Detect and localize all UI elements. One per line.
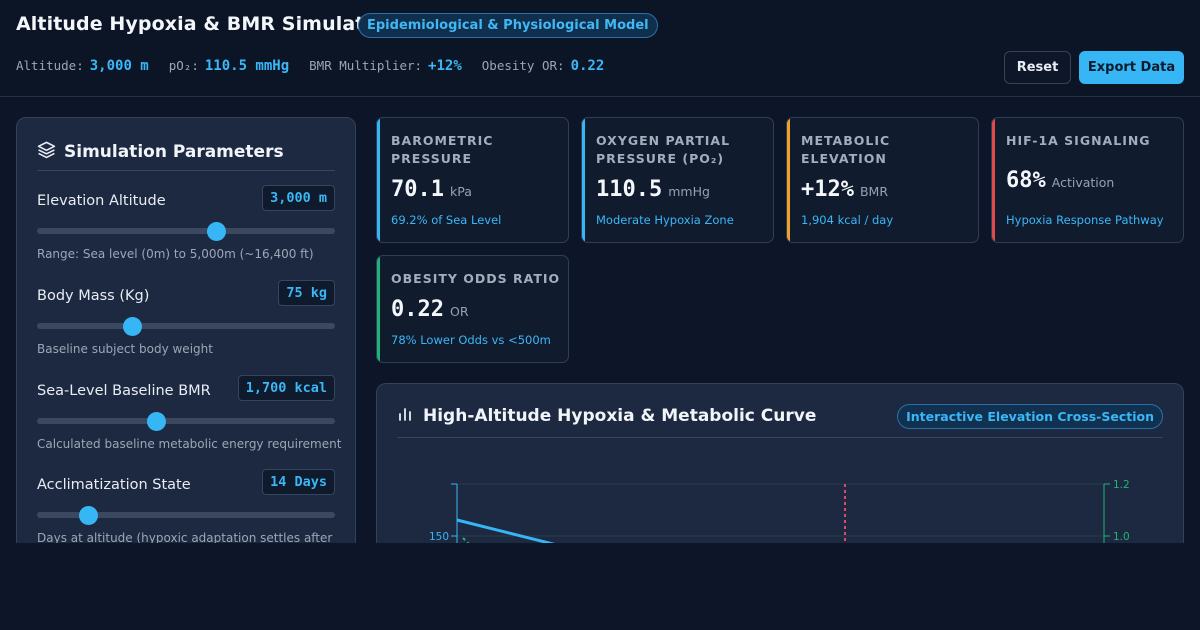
- param-hint: Baseline subject body weight: [37, 342, 213, 356]
- stat-value: 0.22: [570, 58, 605, 74]
- elevation-slider-thumb[interactable]: [206, 222, 226, 241]
- card-subtext: 78% Lower Odds vs <500m: [391, 333, 551, 347]
- stat-bmr-multiplier: BMR Multiplier: +12%: [309, 58, 462, 74]
- param-hint: Days at altitude (hypoxic adaptation set…: [37, 531, 333, 543]
- card-number: 68%: [1006, 168, 1046, 193]
- param-value: 75 kg: [278, 280, 335, 306]
- card-accent: [992, 118, 995, 242]
- card-value: +12% BMR: [801, 177, 888, 202]
- stat-altitude: Altitude: 3,000 m: [16, 58, 149, 74]
- bar-chart-icon: [397, 406, 413, 426]
- body-mass-slider-track[interactable]: [37, 323, 335, 329]
- param-value: 3,000 m: [262, 185, 335, 211]
- stat-obesity-or: Obesity OR: 0.22: [482, 58, 605, 74]
- card-accent: [377, 118, 380, 242]
- card-accent: [787, 118, 790, 242]
- card-obesity-odds-ratio: OBESITY ODDS RATIO 0.22 OR 78% Lower Odd…: [376, 255, 569, 363]
- card-metabolic-elevation: METABOLIC ELEVATION +12% BMR 1,904 kcal …: [786, 117, 979, 243]
- divider: [37, 170, 335, 171]
- card-accent: [377, 256, 380, 362]
- stat-label: Altitude:: [16, 58, 84, 73]
- card-value: 70.1 kPa: [391, 177, 472, 202]
- obesity-or-series-line: [462, 537, 470, 543]
- stat-label: Obesity OR:: [481, 58, 565, 73]
- card-value: 110.5 mmHg: [596, 177, 710, 202]
- body-mass-slider-thumb[interactable]: [123, 317, 143, 336]
- export-data-button[interactable]: Export Data: [1079, 51, 1184, 84]
- stat-label: pO₂:: [168, 58, 199, 73]
- elevation-slider-track[interactable]: [37, 228, 335, 234]
- stat-po2: pO₂: 110.5 mmHg: [169, 58, 289, 74]
- card-unit: Activation: [1051, 175, 1115, 190]
- card-barometric-pressure: BAROMETRIC PRESSURE 70.1 kPa 69.2% of Se…: [376, 117, 569, 243]
- card-subtext: Hypoxia Response Pathway: [1006, 213, 1164, 227]
- viewport: Altitude Hypoxia & BMR Simulator Epidemi…: [0, 0, 1200, 543]
- card-title: OXYGEN PARTIAL PRESSURE (PO₂): [596, 133, 731, 166]
- stat-value: 3,000 m: [89, 58, 149, 74]
- elevation-cross-section-badge[interactable]: Interactive Elevation Cross-Section: [897, 404, 1163, 429]
- card-accent: [582, 118, 585, 242]
- stat-value: 110.5 mmHg: [204, 58, 290, 74]
- reset-button[interactable]: Reset: [1004, 51, 1071, 84]
- app-title: Altitude Hypoxia & BMR Simulator: [16, 13, 388, 35]
- card-unit: OR: [449, 304, 469, 319]
- card-title: METABOLIC ELEVATION: [801, 133, 891, 166]
- card-subtext: 1,904 kcal / day: [801, 213, 894, 227]
- acclimatization-slider-track[interactable]: [37, 512, 335, 518]
- param-hint: Range: Sea level (0m) to 5,000m (~16,400…: [37, 247, 314, 261]
- card-oxygen-partial-pressure: OXYGEN PARTIAL PRESSURE (PO₂) 110.5 mmHg…: [581, 117, 774, 243]
- card-number: 70.1: [391, 177, 444, 202]
- param-value: 14 Days: [262, 469, 335, 495]
- card-value: 68% Activation: [1006, 168, 1114, 193]
- right-axis-tick-label: 1.2: [1113, 479, 1130, 491]
- panel-header: Simulation Parameters: [37, 140, 284, 163]
- param-label: Acclimatization State: [37, 477, 191, 493]
- card-title: BAROMETRIC PRESSURE: [391, 133, 494, 166]
- chart-header: High-Altitude Hypoxia & Metabolic Curve: [397, 406, 816, 426]
- chart-plot[interactable]: 150 1.2 1.0: [377, 384, 1184, 543]
- card-number: 0.22: [391, 297, 444, 322]
- card-number: 110.5: [596, 177, 663, 202]
- header-stats: Altitude: 3,000 m pO₂: 110.5 mmHg BMR Mu…: [16, 58, 624, 74]
- param-label: Sea-Level Baseline BMR: [37, 383, 211, 399]
- divider: [397, 437, 1163, 438]
- left-axis-tick-label: 150: [429, 531, 449, 543]
- stat-label: BMR Multiplier:: [309, 58, 423, 73]
- panel-title: Simulation Parameters: [64, 141, 284, 162]
- card-subtext: Moderate Hypoxia Zone: [596, 213, 734, 227]
- card-unit: BMR: [859, 184, 889, 199]
- layers-icon: [37, 140, 56, 163]
- bmr-slider-thumb[interactable]: [147, 412, 167, 431]
- app-header: Altitude Hypoxia & BMR Simulator Epidemi…: [0, 0, 1200, 97]
- card-unit: mmHg: [668, 184, 710, 199]
- card-unit: kPa: [449, 184, 472, 199]
- card-title: HIF-1A SIGNALING: [1006, 133, 1151, 148]
- param-hint: Calculated baseline metabolic energy req…: [37, 437, 342, 451]
- card-title: OBESITY ODDS RATIO: [391, 271, 561, 286]
- stat-value: +12%: [428, 58, 462, 74]
- param-label: Body Mass (Kg): [37, 288, 150, 304]
- card-subtext: 69.2% of Sea Level: [391, 213, 502, 227]
- param-label: Elevation Altitude: [37, 193, 166, 209]
- chart-title: High-Altitude Hypoxia & Metabolic Curve: [423, 406, 817, 426]
- card-value: 0.22 OR: [391, 297, 469, 322]
- right-axis-tick-label: 1.0: [1113, 531, 1130, 543]
- card-number: +12%: [801, 177, 854, 202]
- acclimatization-slider-thumb[interactable]: [78, 506, 98, 525]
- simulation-parameters-panel: Simulation Parameters Elevation Altitude…: [16, 117, 356, 543]
- metabolic-curve-panel: High-Altitude Hypoxia & Metabolic Curve …: [376, 383, 1184, 543]
- model-badge: Epidemiological & Physiological Model: [358, 13, 658, 38]
- card-hif1a-signaling: HIF-1A SIGNALING 68% Activation Hypoxia …: [991, 117, 1184, 243]
- po2-series-line: [456, 518, 556, 543]
- param-value: 1,700 kcal: [237, 375, 335, 401]
- bmr-slider-track[interactable]: [37, 418, 335, 424]
